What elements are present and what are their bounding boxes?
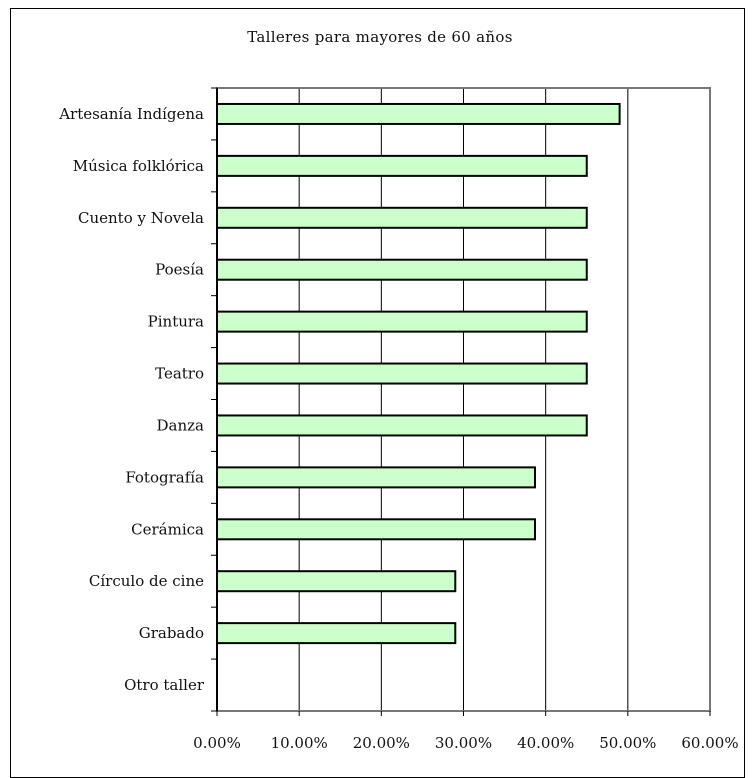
category-label: Cerámica (131, 520, 204, 538)
category-label: Fotografía (125, 468, 204, 486)
x-tick-label: 40.00% (517, 734, 574, 752)
category-label: Artesanía Indígena (58, 105, 204, 123)
category-label: Danza (157, 416, 205, 434)
bar (216, 206, 588, 229)
category-label: Otro taller (124, 676, 205, 694)
bar (216, 102, 621, 125)
category-label: Música folklórica (73, 157, 204, 175)
bar (216, 466, 536, 489)
bar (216, 414, 588, 437)
bar (216, 258, 588, 281)
category-label: Pintura (148, 313, 204, 331)
x-tick-label: 50.00% (599, 734, 656, 752)
x-tick-label: 10.00% (271, 734, 328, 752)
x-tick-label: 0.00% (193, 734, 241, 752)
bar (216, 310, 588, 333)
bar (216, 570, 457, 593)
category-label: Grabado (139, 624, 204, 642)
category-label: Teatro (155, 365, 204, 383)
bar (216, 518, 536, 541)
chart-frame (10, 8, 745, 778)
category-label: Círculo de cine (89, 572, 204, 590)
x-tick-label: 20.00% (353, 734, 410, 752)
x-tick-label: 60.00% (681, 734, 738, 752)
x-tick-label: 30.00% (435, 734, 492, 752)
bar (216, 154, 588, 177)
chart-title: Talleres para mayores de 60 años (247, 28, 513, 46)
bar (216, 622, 457, 645)
bar (216, 362, 588, 385)
category-label: Cuento y Novela (78, 209, 204, 227)
category-label: Poesía (155, 261, 204, 279)
